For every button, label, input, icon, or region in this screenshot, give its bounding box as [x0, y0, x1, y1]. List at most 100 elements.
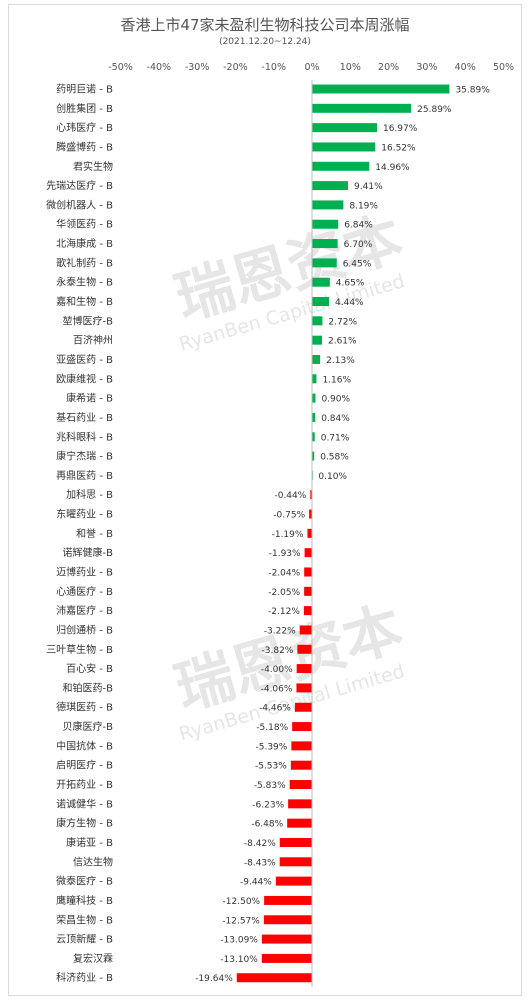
bar-row: 迈博药业 - B -2.04%	[56, 566, 312, 579]
bar-row: 云顶新耀 - B -13.09%	[56, 933, 312, 946]
value-label: -6.23%	[252, 800, 284, 810]
bar	[312, 277, 330, 287]
x-tick-label: 30%	[416, 62, 437, 73]
value-label: -19.64%	[195, 974, 233, 984]
bar-row: 再鼎医药 - B 0.10%	[56, 470, 347, 482]
bar-row: 和誉 - B -1.19%	[76, 527, 312, 540]
bar	[312, 181, 349, 191]
bar	[304, 548, 312, 558]
value-label: -9.44%	[240, 878, 272, 888]
value-label: 4.65%	[336, 279, 365, 289]
category-label: 百心安 - B	[66, 662, 113, 675]
bar-row: 加科思 - B -0.44%	[66, 488, 312, 501]
value-label: -5.83%	[254, 781, 286, 791]
bar	[312, 412, 316, 422]
value-label: 0.71%	[321, 433, 350, 443]
category-label: 亚盛医药 - B	[56, 353, 113, 366]
category-label: 腾盛博药 - B	[56, 140, 113, 153]
category-label: 信达生物	[73, 855, 113, 868]
category-label: 康诺亚 - B	[66, 836, 113, 849]
bar-row: 康宁杰瑞 - B 0.58%	[56, 450, 349, 463]
category-label: 诺诚健华 - B	[56, 797, 113, 810]
value-label: -8.42%	[244, 839, 276, 849]
bar-row: 北海康成 - B 6.70%	[56, 237, 373, 250]
value-label: 2.61%	[328, 337, 357, 347]
bar-row: 嘉和生物 - B 4.44%	[56, 295, 364, 308]
bar-row: 沛嘉医疗 - B -2.12%	[56, 604, 312, 617]
value-label: 2.13%	[326, 356, 355, 366]
bar-row: 贝康医疗-B -5.18%	[63, 720, 312, 733]
bar	[304, 567, 312, 577]
category-label: 药明巨诺 - B	[56, 84, 113, 96]
bar-row: 开拓药业 - B -5.83%	[56, 779, 312, 791]
category-label: 嘉和生物 - B	[56, 295, 113, 308]
bar	[312, 354, 321, 364]
value-label: 6.45%	[343, 259, 372, 269]
bar	[312, 142, 376, 152]
bar-row: 启明医疗 - B -5.53%	[56, 759, 312, 772]
bar	[310, 490, 312, 500]
value-label: -0.44%	[274, 491, 306, 501]
category-label: 北海康成 - B	[56, 237, 113, 250]
value-label: 0.90%	[321, 395, 350, 405]
value-label: 6.84%	[344, 221, 373, 231]
category-label: 云顶新耀 - B	[56, 933, 113, 946]
category-label: 中国抗体 - B	[56, 739, 113, 752]
category-label: 和誉 - B	[76, 527, 113, 540]
bar-row: 诺诚健华 - B -6.23%	[56, 797, 312, 810]
bar	[307, 528, 312, 538]
category-label: 荣昌生物 - B	[56, 913, 113, 926]
category-label: 创胜集团 - B	[56, 102, 113, 115]
bar	[299, 625, 312, 635]
value-label: -2.12%	[268, 607, 300, 617]
bar	[312, 335, 322, 345]
bar-row: 复宏汉霖 -13.10%	[73, 952, 312, 965]
value-label: 6.70%	[344, 240, 373, 250]
bar	[312, 161, 370, 171]
bar-row: 康希诺 - B 0.90%	[66, 392, 350, 405]
x-tick-label: -50%	[108, 62, 133, 73]
bar-row: 兆科眼科 - B 0.71%	[56, 430, 350, 443]
bars-layer: 药明巨诺 - B 35.89% 创胜集团 - B 25.89% 心玮医疗 - B 16.9…	[46, 84, 490, 985]
value-label: 8.19%	[349, 201, 378, 211]
bar	[275, 876, 312, 886]
value-label: -4.46%	[259, 704, 291, 714]
bar	[312, 258, 337, 268]
bar-row: 先瑞达医疗 - B 9.41%	[46, 179, 383, 192]
value-label: 25.89%	[417, 105, 452, 115]
value-label: -3.82%	[262, 646, 294, 656]
value-label: -5.18%	[256, 723, 288, 733]
bar-row: 鹰瞳科技 - B -12.50%	[56, 894, 312, 907]
category-label: 沛嘉医疗 - B	[56, 604, 113, 617]
bar-row: 心玮医疗 - B 16.97%	[56, 121, 418, 134]
bar	[312, 451, 315, 461]
bar	[279, 837, 312, 847]
bar	[312, 84, 450, 94]
bar-row: 创胜集团 - B 25.89%	[56, 102, 452, 115]
bar	[304, 586, 312, 596]
bar	[312, 393, 316, 403]
bar-row: 康诺亚 - B -8.42%	[66, 836, 312, 849]
value-label: -2.04%	[268, 569, 300, 579]
category-label: 康宁杰瑞 - B	[56, 450, 113, 463]
category-label: 加科思 - B	[66, 488, 113, 501]
category-label: 微创机器人 - B	[46, 198, 113, 211]
chart-frame	[8, 4, 522, 996]
bar-row: 德琪医药 - B -4.46%	[56, 701, 312, 714]
bar	[312, 123, 377, 133]
category-label: 东曜药业 - B	[56, 508, 113, 521]
category-label: 三叶草生物 - B	[46, 643, 113, 656]
value-label: -5.53%	[255, 762, 287, 772]
bar	[294, 702, 312, 712]
bar	[236, 973, 312, 983]
x-axis-ticks: -50% -40% -30% -20% -10% 0% 10% 20% 30% 40% 50%	[108, 62, 514, 73]
bar	[312, 297, 330, 307]
bar	[312, 200, 344, 210]
bar	[289, 780, 312, 790]
category-label: 德琪医药 - B	[56, 701, 113, 714]
x-tick-label: 0%	[304, 62, 319, 73]
value-label: 16.52%	[381, 143, 416, 153]
bar	[288, 799, 312, 809]
x-tick-label: 40%	[455, 62, 476, 73]
